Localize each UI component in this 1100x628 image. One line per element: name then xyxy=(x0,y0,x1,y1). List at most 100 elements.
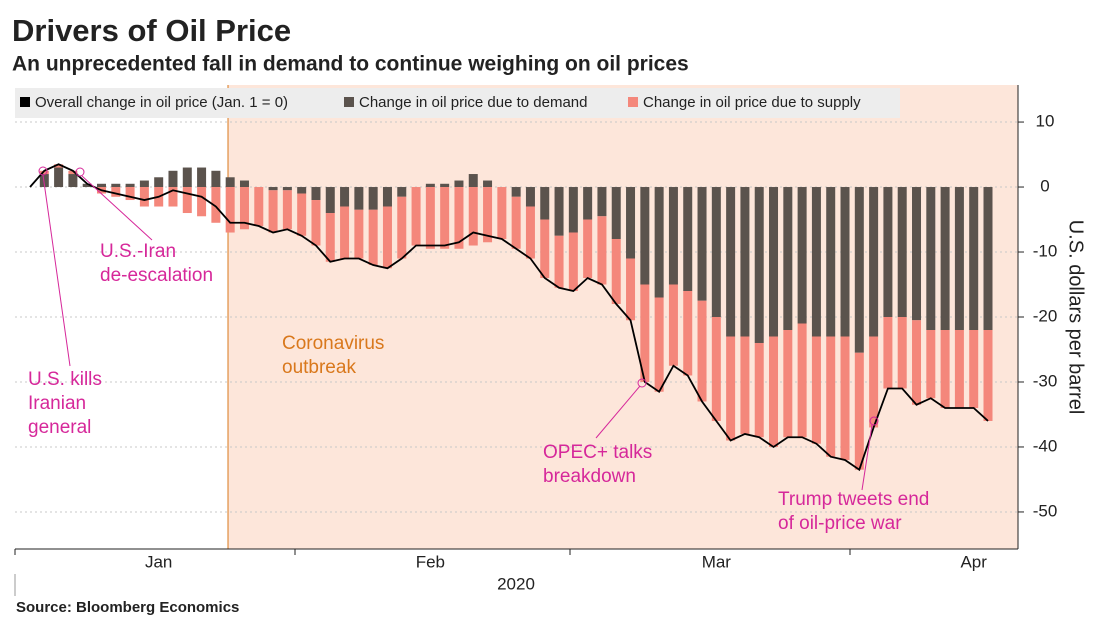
line xyxy=(29,163,989,472)
bar xyxy=(468,187,478,246)
x-tick-label: Mar xyxy=(702,552,732,571)
bar xyxy=(697,187,707,301)
bar xyxy=(483,180,493,188)
bar xyxy=(297,193,307,236)
bar xyxy=(912,187,922,321)
bar xyxy=(297,187,307,194)
bar xyxy=(854,187,864,353)
bar xyxy=(626,187,636,259)
bar xyxy=(883,317,893,389)
bar xyxy=(211,187,221,223)
bar xyxy=(754,342,764,438)
bar xyxy=(611,239,621,305)
bar xyxy=(969,329,979,408)
bar xyxy=(168,187,178,207)
bar xyxy=(525,206,535,259)
bar xyxy=(268,190,278,233)
bar xyxy=(39,174,49,188)
annotation: U.S. kills xyxy=(28,369,102,390)
bar xyxy=(912,320,922,405)
bar xyxy=(225,177,235,188)
bar xyxy=(425,183,435,188)
bar xyxy=(840,187,850,337)
bar xyxy=(511,196,521,249)
bar xyxy=(983,187,993,330)
x-tick-label: Jan xyxy=(145,552,172,571)
bar xyxy=(783,329,793,438)
annotation: outbreak xyxy=(282,357,356,378)
bar xyxy=(340,187,350,207)
chart-subtitle: An unprecedented fall in demand to conti… xyxy=(12,53,689,76)
legend-label: Change in oil price due to demand xyxy=(359,94,588,111)
annotation: OPEC+ talks xyxy=(543,442,652,463)
bar xyxy=(554,235,564,288)
bar xyxy=(68,170,78,175)
bar xyxy=(440,183,450,188)
bar xyxy=(254,187,264,227)
bar xyxy=(626,258,636,321)
bar xyxy=(354,187,364,210)
anno-marker xyxy=(637,378,647,388)
bar xyxy=(697,300,707,402)
y-tick-label: -50 xyxy=(1033,501,1058,520)
bar xyxy=(597,187,607,217)
bar xyxy=(826,336,836,457)
bar xyxy=(683,187,693,292)
bar xyxy=(525,187,535,207)
legend-swatch xyxy=(20,97,30,107)
x-axis-label: 2020 xyxy=(497,574,535,593)
bar xyxy=(82,183,92,188)
bar xyxy=(683,291,693,376)
x-ticks: Jan Feb Mar Apr xyxy=(145,552,987,571)
bar xyxy=(397,187,407,197)
bar xyxy=(568,232,578,292)
anno-leader xyxy=(861,424,873,491)
bar xyxy=(869,336,879,428)
bar xyxy=(568,187,578,233)
bar xyxy=(239,187,249,230)
anno-leader xyxy=(595,385,641,439)
anno-leader xyxy=(42,174,71,367)
bar xyxy=(239,180,249,188)
annotation: Iranian xyxy=(28,393,86,414)
bar xyxy=(897,187,907,317)
bar xyxy=(640,187,650,285)
bar xyxy=(39,170,49,175)
bar xyxy=(111,187,121,197)
bar xyxy=(340,206,350,259)
bar xyxy=(926,187,936,330)
y-tick-label: -30 xyxy=(1033,371,1058,390)
annotation: general xyxy=(28,417,91,438)
bar xyxy=(311,187,321,201)
bar xyxy=(282,190,292,230)
bar xyxy=(468,174,478,188)
anno-leader xyxy=(81,175,153,241)
bar xyxy=(654,187,664,298)
month-ticks xyxy=(14,549,851,596)
bar xyxy=(54,164,64,168)
bar xyxy=(425,187,435,249)
source: Source: Bloomberg Economics xyxy=(16,599,239,616)
bar xyxy=(282,187,292,191)
bar xyxy=(983,329,993,421)
bar xyxy=(711,317,721,421)
annotation: of oil-price war xyxy=(778,513,902,534)
y-tick-label: -10 xyxy=(1033,241,1058,260)
annotation: U.S.-Iran xyxy=(100,241,176,262)
grid xyxy=(15,121,1018,513)
bar xyxy=(769,187,779,337)
bar xyxy=(182,167,192,188)
bar xyxy=(554,187,564,236)
bar xyxy=(797,323,807,438)
bar xyxy=(883,187,893,317)
bar xyxy=(497,187,507,240)
bar xyxy=(854,352,864,470)
bar xyxy=(583,187,593,220)
bar xyxy=(811,336,821,444)
bar xyxy=(726,336,736,441)
bar xyxy=(540,187,550,220)
legend: Overall change in oil price (Jan. 1 = 0)… xyxy=(20,94,861,111)
lines xyxy=(29,163,989,472)
